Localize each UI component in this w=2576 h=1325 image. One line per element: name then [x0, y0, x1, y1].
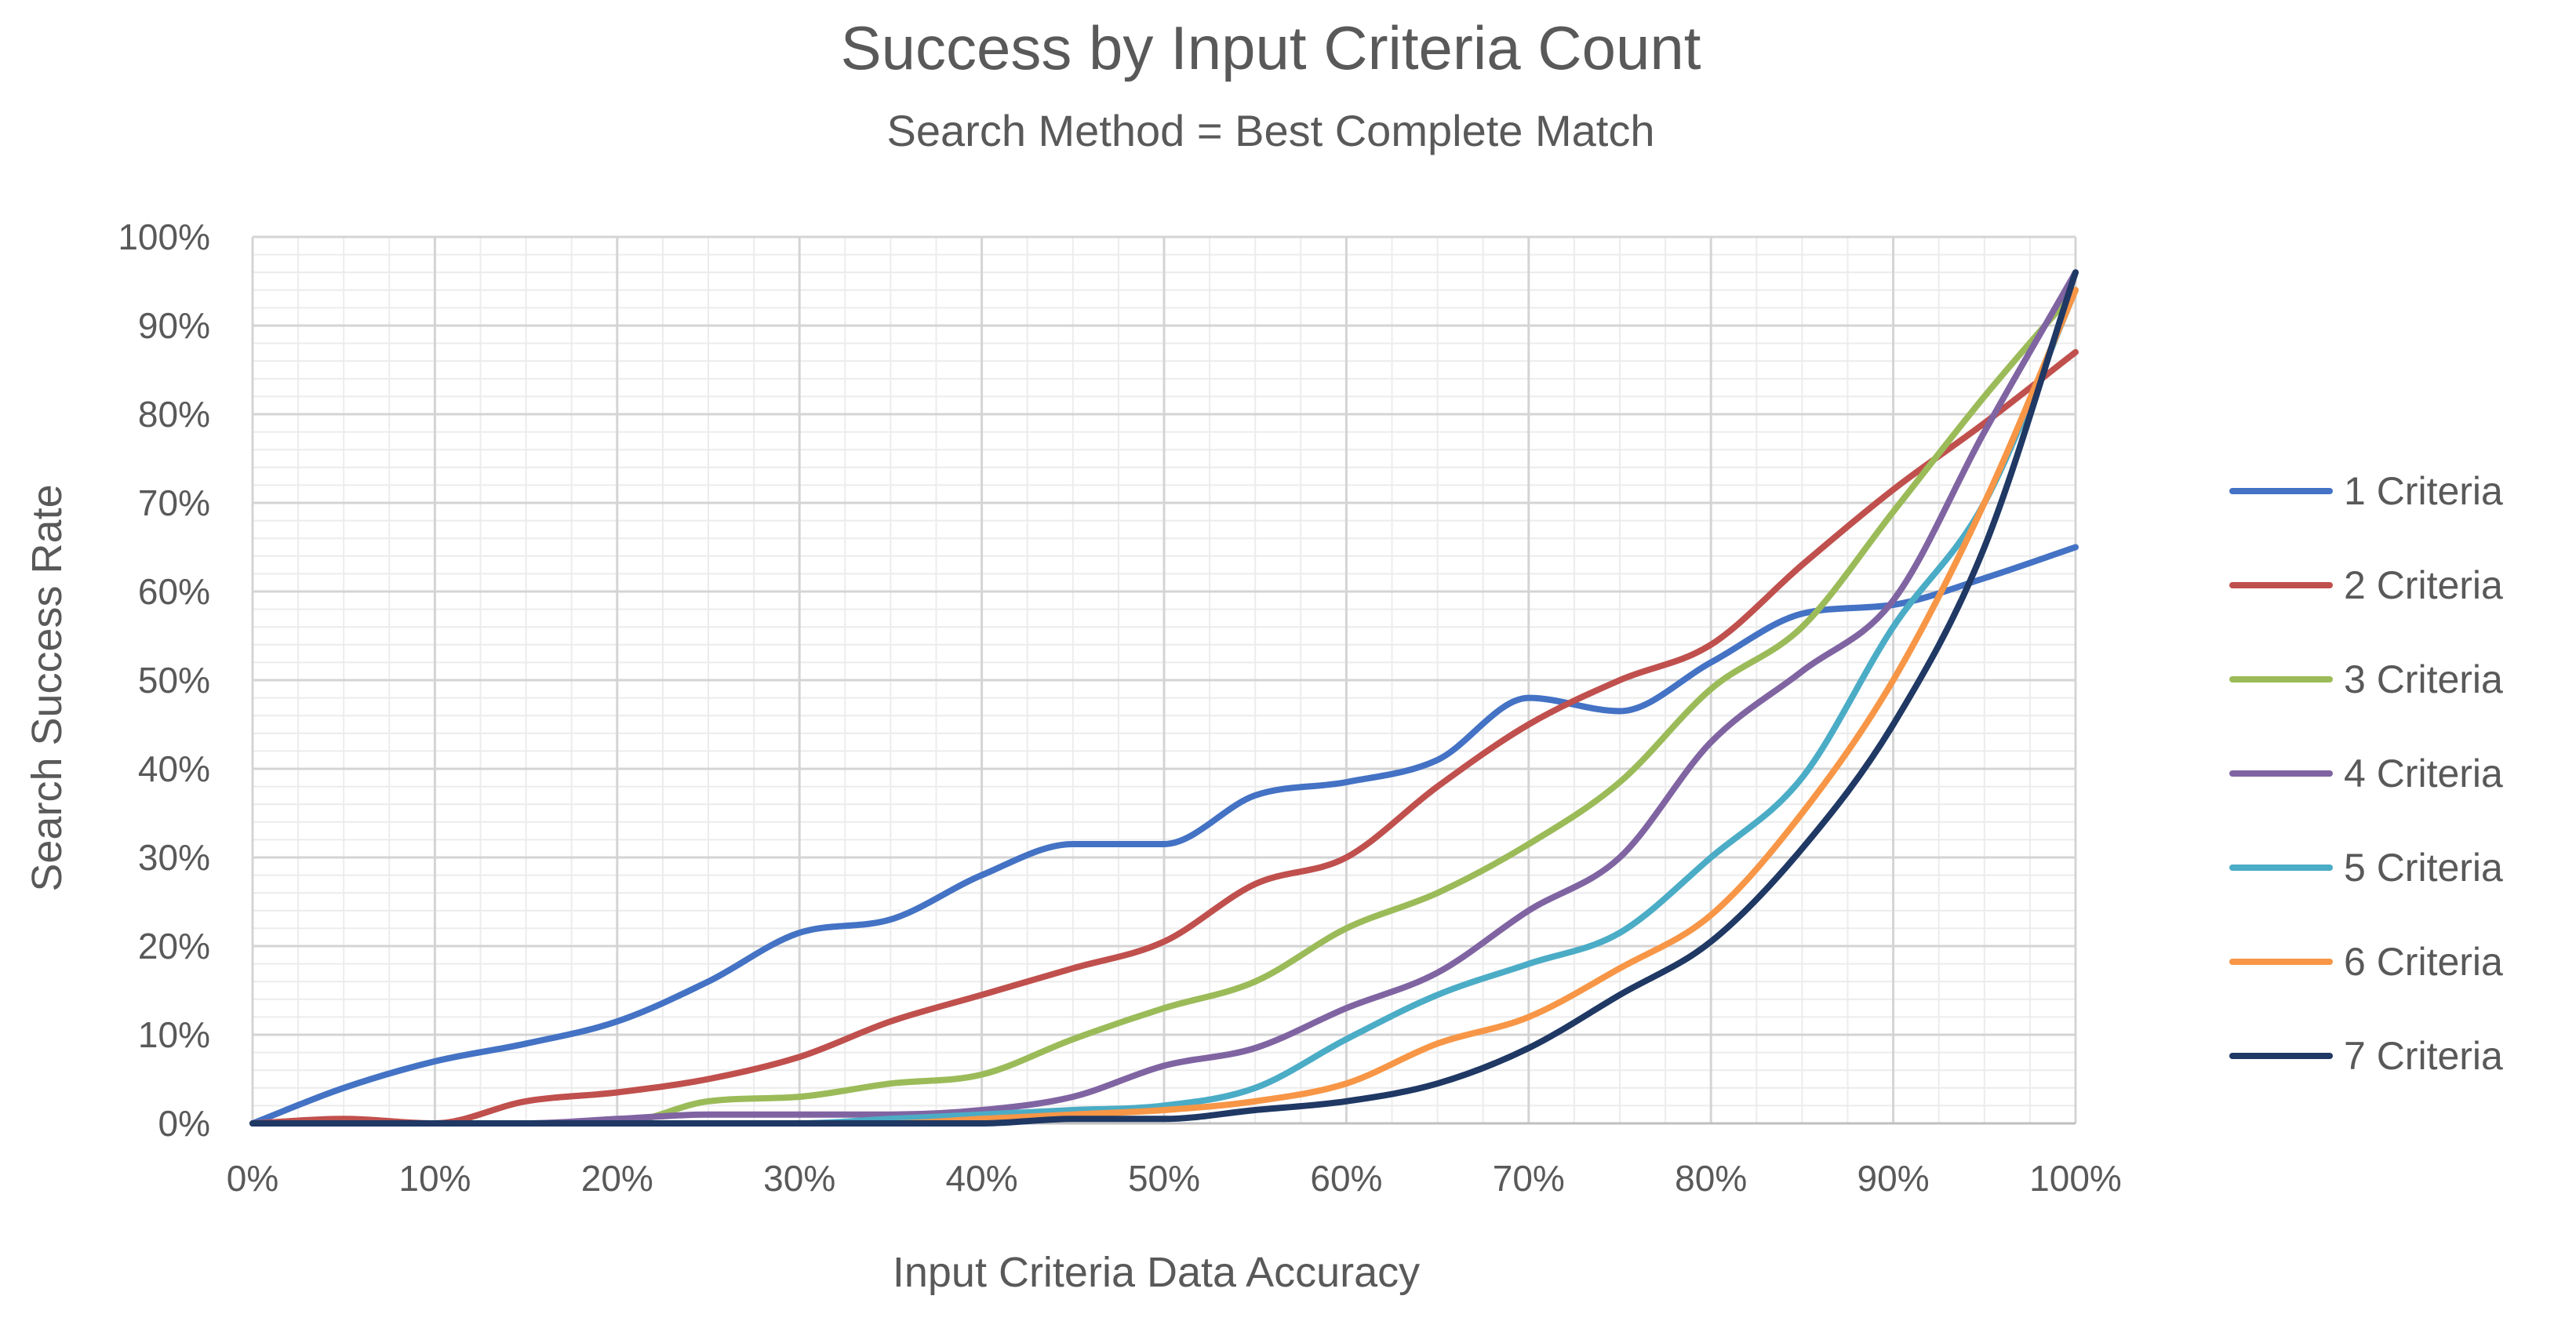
x-tick-label: 70%	[1493, 1158, 1565, 1199]
legend-label: 1 Criteria	[2344, 469, 2503, 513]
legend-item: 1 Criteria	[2229, 469, 2503, 513]
x-tick-label: 60%	[1310, 1158, 1382, 1199]
x-tick-label: 80%	[1675, 1158, 1747, 1199]
x-tick-label: 90%	[1857, 1158, 1930, 1199]
y-tick-label: 80%	[138, 394, 210, 435]
y-tick-label: 70%	[138, 482, 210, 523]
legend-item: 6 Criteria	[2229, 940, 2503, 984]
legend-item: 4 Criteria	[2229, 752, 2503, 795]
legend-label: 5 Criteria	[2344, 846, 2503, 890]
chart-subtitle: Search Method = Best Complete Match	[887, 106, 1655, 155]
legend-label: 6 Criteria	[2344, 940, 2503, 984]
y-tick-label: 30%	[138, 837, 210, 878]
legend-item: 5 Criteria	[2229, 846, 2503, 890]
legend: 1 Criteria 2 Criteria 3 Criteria 4 Criteria…	[2229, 469, 2503, 1078]
series-lines	[249, 269, 2079, 1127]
series-line-7	[249, 269, 2079, 1127]
legend-label: 3 Criteria	[2344, 657, 2503, 701]
y-tick-label: 60%	[138, 571, 210, 612]
legend-item: 2 Criteria	[2229, 563, 2503, 607]
y-tick-label: 10%	[138, 1014, 210, 1055]
x-tick-label: 40%	[946, 1158, 1018, 1199]
y-tick-label: 40%	[138, 748, 210, 789]
legend-label: 4 Criteria	[2344, 752, 2503, 795]
y-tick-label: 0%	[158, 1103, 210, 1144]
x-axis-title: Input Criteria Data Accuracy	[893, 1249, 1420, 1296]
series-line-2	[249, 348, 2079, 1127]
legend-label: 7 Criteria	[2344, 1034, 2503, 1078]
x-tick-label: 10%	[398, 1158, 471, 1199]
chart-title: Success by Input Criteria Count	[841, 13, 1701, 82]
x-tick-label: 0%	[227, 1158, 278, 1199]
x-tick-label: 100%	[2029, 1158, 2122, 1199]
x-tick-label: 20%	[581, 1158, 653, 1199]
legend-item: 7 Criteria	[2229, 1034, 2503, 1078]
x-tick-label: 50%	[1128, 1158, 1200, 1199]
x-tick-label: 30%	[763, 1158, 835, 1199]
legend-item: 3 Criteria	[2229, 657, 2503, 701]
y-tick-label: 100%	[118, 217, 210, 257]
x-axis-tick-labels: 0% 10% 20% 30% 40% 50% 60% 70% 80% 90% 100%	[227, 1158, 2122, 1199]
y-tick-label: 20%	[138, 926, 210, 966]
y-tick-label: 90%	[138, 305, 210, 346]
y-tick-label: 50%	[138, 660, 210, 701]
y-axis-tick-labels: 0% 10% 20% 30% 40% 50% 60% 70% 80% 90% 100%	[118, 217, 210, 1144]
y-axis-title: Search Success Rate	[24, 484, 71, 891]
legend-label: 2 Criteria	[2344, 563, 2503, 607]
series-line-1	[249, 544, 2079, 1127]
